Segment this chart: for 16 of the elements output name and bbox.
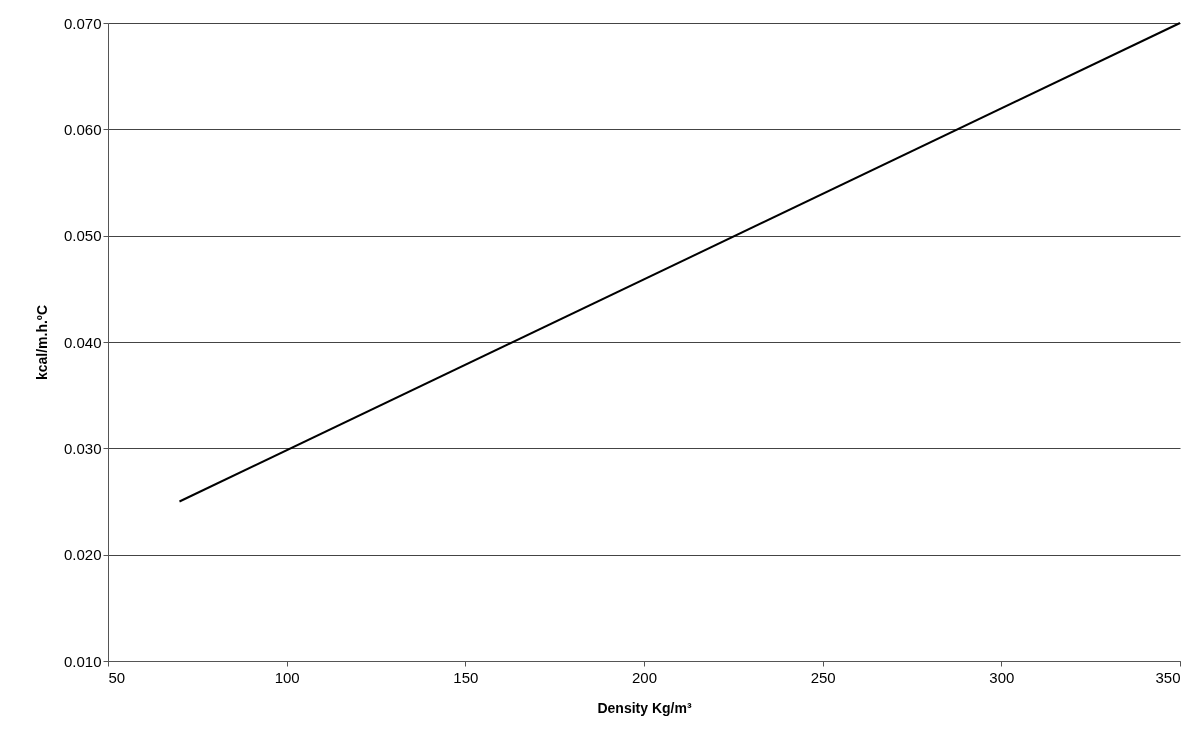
y-axis-title: kcal/m.h.ºC [33,304,50,381]
y-tick-label: 0.070 [63,14,102,32]
x-tick-label: 50 [108,668,126,686]
x-tick-label: 150 [453,668,479,686]
x-tick-label: 250 [810,668,836,686]
y-tick-label: 0.050 [63,227,102,245]
x-tick-label: 350 [1155,668,1181,686]
y-tick-label: 0.020 [63,546,102,564]
x-axis-title: Density Kg/m³ [597,699,692,716]
x-tick-label: 100 [274,668,300,686]
y-tick-label: 0.040 [63,333,102,351]
y-tick-label: 0.010 [63,652,102,670]
y-tick-label: 0.030 [63,439,102,457]
y-tick-label: 0.060 [63,120,102,138]
x-tick-label: 200 [631,668,658,686]
x-tick-label: 300 [989,668,1015,686]
